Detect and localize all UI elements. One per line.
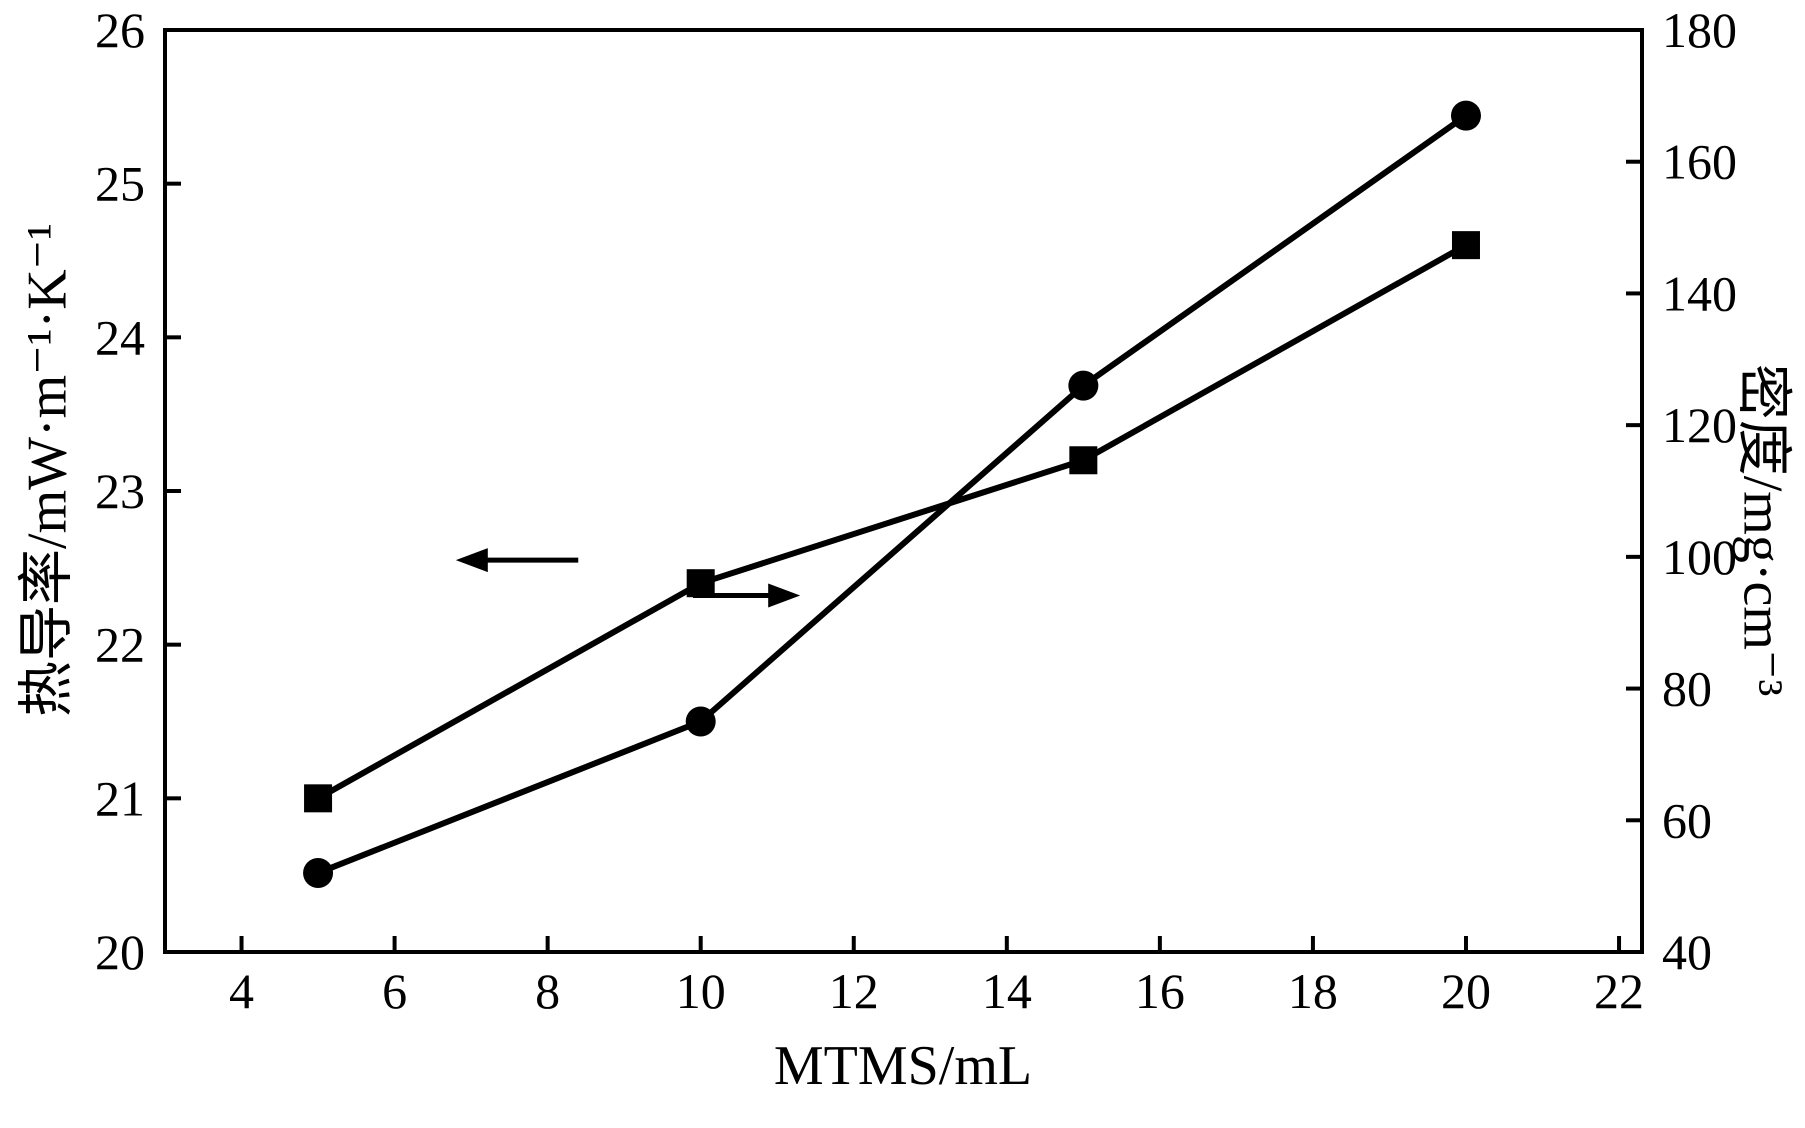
x-tick-label: 6 <box>382 963 407 1019</box>
right-y-tick-label: 40 <box>1662 924 1712 980</box>
marker-square-thermal-conductivity <box>686 569 715 598</box>
right-y-tick-label: 160 <box>1662 134 1737 190</box>
x-tick-label: 4 <box>229 963 254 1019</box>
marker-circle-density <box>685 706 716 737</box>
series-line-density <box>315 112 1469 876</box>
marker-square-thermal-conductivity <box>304 784 333 813</box>
right-y-axis-title: 密度/mg·cm⁻³ <box>1731 363 1794 697</box>
left-y-axis-title: 热导率/mW·m⁻¹·K⁻¹ <box>16 223 79 717</box>
right-y-tick-label: 180 <box>1662 2 1737 58</box>
marker-circle-density <box>303 857 334 888</box>
left-y-tick-label: 21 <box>95 770 145 826</box>
arrow-head-right-icon <box>768 583 801 608</box>
marker-square-thermal-conductivity <box>1069 446 1098 475</box>
right-y-tick-label: 100 <box>1662 529 1737 585</box>
left-y-tick-label: 26 <box>95 2 145 58</box>
left-y-tick-label: 22 <box>95 617 145 673</box>
x-tick-label: 12 <box>829 963 879 1019</box>
x-tick-label: 18 <box>1288 963 1338 1019</box>
right-y-tick-label: 140 <box>1662 265 1737 321</box>
x-tick-label: 10 <box>676 963 726 1019</box>
left-y-tick-label: 24 <box>95 309 145 365</box>
left-y-tick-label: 25 <box>95 156 145 212</box>
x-tick-label: 20 <box>1441 963 1491 1019</box>
left-y-tick-label: 20 <box>95 924 145 980</box>
x-tick-label: 16 <box>1135 963 1185 1019</box>
marker-circle-density <box>1068 370 1099 401</box>
x-tick-label: 14 <box>982 963 1032 1019</box>
x-tick-label: 8 <box>535 963 560 1019</box>
marker-circle-density <box>1450 100 1481 131</box>
series-line-thermal-conductivity <box>315 242 1469 802</box>
right-y-tick-label: 60 <box>1662 792 1712 848</box>
marker-square-thermal-conductivity <box>1451 231 1480 260</box>
left-y-tick-label: 23 <box>95 463 145 519</box>
x-tick-label: 22 <box>1594 963 1644 1019</box>
plot-border <box>163 28 1644 954</box>
right-y-tick-label: 120 <box>1662 397 1737 453</box>
right-y-tick-label: 80 <box>1662 661 1712 717</box>
arrow-head-left-icon <box>455 548 488 573</box>
x-axis-title: MTMS/mL <box>773 1035 1033 1097</box>
